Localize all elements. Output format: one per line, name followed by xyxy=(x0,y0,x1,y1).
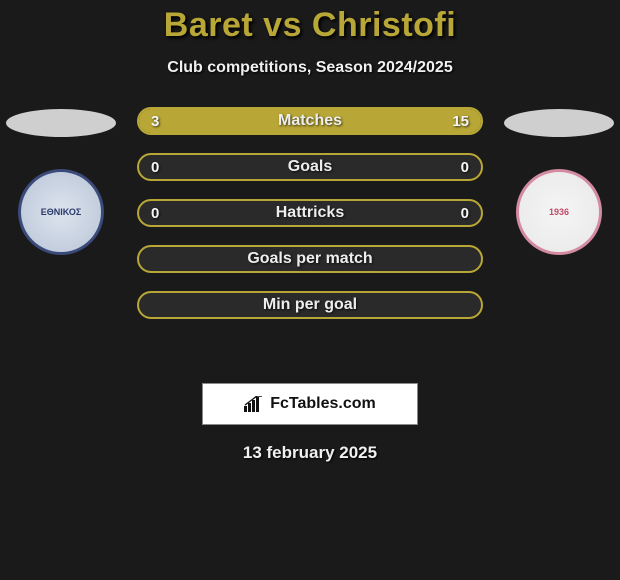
stat-bar: Min per goal xyxy=(137,291,483,319)
stat-bar: 0 Goals 0 xyxy=(137,153,483,181)
stat-bar: Goals per match xyxy=(137,245,483,273)
comparison-card: Baret vs Christofi Club competitions, Se… xyxy=(0,0,620,463)
stat-bar: 0 Hattricks 0 xyxy=(137,199,483,227)
ellipse-decoration-left xyxy=(6,109,116,137)
stat-label: Matches xyxy=(139,109,481,133)
brand-box[interactable]: FcTables.com xyxy=(202,383,418,425)
page-title: Baret vs Christofi xyxy=(0,6,620,45)
stat-label: Goals xyxy=(139,155,481,179)
brand-text: FcTables.com xyxy=(270,395,376,413)
page-subtitle: Club competitions, Season 2024/2025 xyxy=(0,59,620,77)
stat-value-right: 0 xyxy=(461,201,469,225)
team-badge-left-label: ΕΘΝΙΚΟΣ xyxy=(41,208,82,217)
stat-bar: 3 Matches 15 xyxy=(137,107,483,135)
stat-label: Hattricks xyxy=(139,201,481,225)
date-label: 13 february 2025 xyxy=(0,443,620,463)
team-badge-right: 1936 xyxy=(516,169,602,255)
ellipse-decoration-right xyxy=(504,109,614,137)
stat-label: Min per goal xyxy=(139,293,481,317)
team-badge-right-label: 1936 xyxy=(549,208,569,217)
stat-value-right: 0 xyxy=(461,155,469,179)
main-area: ΕΘΝΙΚΟΣ 1936 3 Matches 15 0 Goals 0 xyxy=(0,107,620,367)
team-badge-left: ΕΘΝΙΚΟΣ xyxy=(18,169,104,255)
chart-icon xyxy=(244,396,264,412)
stat-label: Goals per match xyxy=(139,247,481,271)
stats-bars: 3 Matches 15 0 Goals 0 0 Hattricks 0 xyxy=(137,107,483,319)
stat-value-right: 15 xyxy=(452,109,469,133)
